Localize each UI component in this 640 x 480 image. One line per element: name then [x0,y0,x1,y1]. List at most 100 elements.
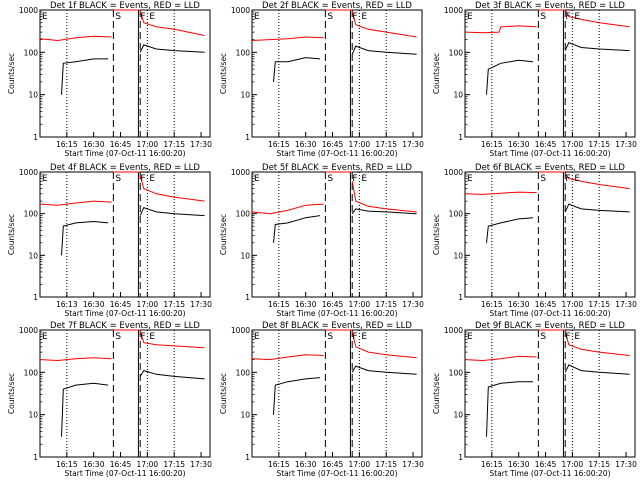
x-tick-label: 17:00 [137,300,159,309]
y-tick-label: 100 [24,210,39,219]
lld-series-line [564,9,630,28]
y-tick-label: 1 [33,453,38,462]
events-series-line [486,381,533,437]
y-tick-label: 1 [33,133,38,142]
x-tick-label: 17:15 [588,140,610,149]
y-tick-label: 10 [453,251,463,260]
chart-panel-2: Det 2f BLACK = Events, RED = LLD 1 10 100 10… [219,1,424,158]
y-tick-label: 1000 [19,168,38,177]
chart-title: Det 2f BLACK = Events, RED = LLD [262,1,412,11]
x-axis-label: Start Time (07-Oct-11 16:00:20) [489,149,610,158]
x-tick-label: 16:30 [83,300,105,309]
chart-title: Det 9f BLACK = Events, RED = LLD [475,321,625,331]
x-tick-label: 17:30 [402,300,424,309]
x-tick-label: 17:15 [163,460,185,469]
y-axis-label: Counts/sec [432,53,441,94]
x-axis-label: Start Time (07-Oct-11 16:00:20) [489,469,610,478]
y-tick-label: 1 [458,453,463,462]
x-tick-label: 16:45 [110,300,132,309]
events-series-line [273,57,321,82]
events-series-line [564,41,630,52]
x-tick-label: 16:45 [322,460,344,469]
y-axis-label: Counts/sec [432,373,441,414]
events-series-line [61,382,109,437]
y-axis-label: Counts/sec [7,53,16,94]
y-tick-label: 1000 [231,168,250,177]
events-series-line [273,377,321,415]
phase-marker-label: S [115,332,121,342]
x-tick-label: 16:30 [83,460,105,469]
chart-panel-8: Det 8f BLACK = Events, RED = LLD 1 10 100 10… [219,321,424,478]
x-tick-label: 16:15 [56,140,78,149]
x-tick-label: 16:15 [268,140,290,149]
phase-marker-label: F [140,174,145,184]
phase-marker-label: E [42,12,48,22]
y-tick-label: 100 [24,48,39,57]
chart-title: Det 5f BLACK = Events, RED = LLD [262,163,412,173]
events-series-line [486,217,534,243]
x-tick-label: 17:30 [615,460,637,469]
y-tick-label: 10 [28,251,38,260]
x-tick-label: 17:00 [562,140,584,149]
chart-panel-3: Det 3f BLACK = Events, RED = LLD 1 10 100 10… [432,1,637,158]
x-tick-label: 17:15 [163,300,185,309]
x-tick-label: 17:30 [190,460,212,469]
plot-frame [464,171,636,298]
y-tick-label: 1000 [444,6,463,15]
phase-marker-label: E [254,12,260,22]
phase-marker-label: F [140,332,145,342]
lld-series-line [139,11,205,36]
events-series-line [61,220,109,256]
events-series-line [564,364,630,375]
phase-marker-label: S [327,174,333,184]
events-series-line [351,45,417,55]
x-tick-label: 16:30 [295,300,317,309]
x-tick-label: 17:00 [137,460,159,469]
x-tick-label: 17:00 [137,140,159,149]
x-tick-label: 17:30 [615,300,637,309]
x-axis-label: Start Time (07-Oct-11 16:00:20) [64,149,185,158]
phase-marker-label: E [149,12,155,22]
events-series-line [139,370,205,380]
y-tick-label: 10 [240,251,250,260]
plot-frame [39,9,211,138]
x-axis-label: Start Time (07-Oct-11 16:00:20) [64,469,185,478]
x-tick-label: 16:45 [322,140,344,149]
events-series-line [486,59,534,95]
plot-frame [464,329,636,458]
y-tick-label: 10 [453,411,463,420]
x-tick-label: 17:15 [375,140,397,149]
y-tick-label: 1 [245,293,250,302]
x-tick-label: 17:30 [190,300,212,309]
x-tick-label: 16:15 [481,460,503,469]
phase-marker-label: F [352,12,357,22]
x-tick-label: 17:00 [562,300,584,309]
x-axis-label: Start Time (07-Oct-11 16:00:20) [276,469,397,478]
x-tick-label: 17:15 [588,460,610,469]
x-tick-label: 16:13 [56,300,78,309]
plot-frame [39,171,211,298]
phase-marker-label: E [254,332,260,342]
lld-series-line [464,355,537,362]
chart-panel-9: Det 9f BLACK = Events, RED = LLD 1 10 100 10… [432,321,637,478]
x-tick-label: 17:30 [615,140,637,149]
phase-marker-label: E [361,12,367,22]
y-tick-label: 100 [449,368,464,377]
plot-frame [251,9,423,138]
y-tick-label: 100 [449,210,464,219]
y-tick-label: 1000 [19,326,38,335]
lld-series-line [139,331,205,349]
lld-series-line [39,35,112,42]
lld-series-line [39,357,112,362]
phase-marker-label: E [42,332,48,342]
chart-title: Det 1f BLACK = Events, RED = LLD [50,1,200,11]
x-tick-label: 16:30 [508,460,530,469]
plot-frame [39,329,211,458]
y-axis-label: Counts/sec [219,373,228,414]
x-tick-label: 17:30 [402,460,424,469]
y-tick-label: 1 [33,293,38,302]
lld-series-line [351,11,417,38]
x-tick-label: 16:45 [535,140,557,149]
x-tick-label: 17:30 [190,140,212,149]
